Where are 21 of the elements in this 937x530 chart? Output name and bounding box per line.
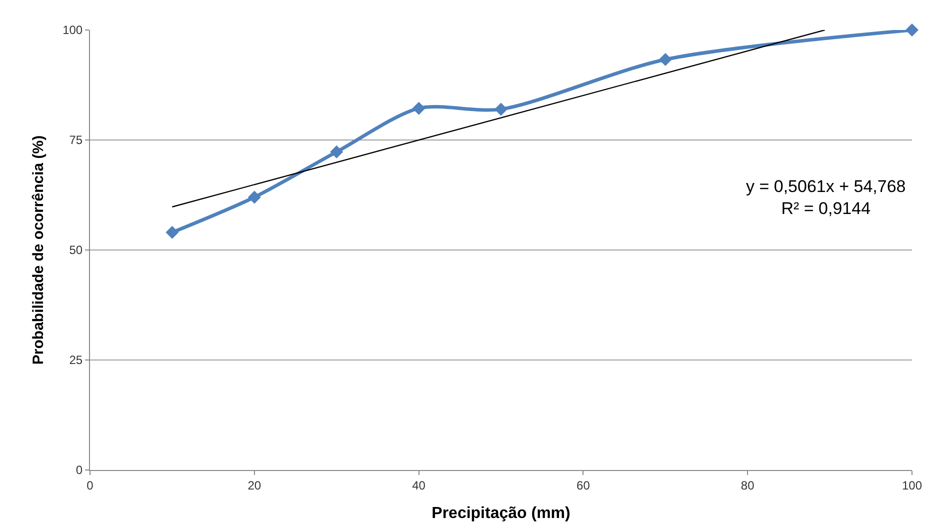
x-axis-title: Precipitação (mm) xyxy=(432,505,570,522)
x-tick-label: 60 xyxy=(576,478,590,492)
y-axis-title: Probabilidade de ocorrência (%) xyxy=(30,135,47,365)
y-tick-label: 50 xyxy=(69,243,83,258)
x-tick-label: 100 xyxy=(902,478,922,492)
annotation: y = 0,5061x + 54,768 R² = 0,9144 xyxy=(746,177,906,218)
x-tick-label: 80 xyxy=(740,478,755,492)
point xyxy=(412,102,426,115)
x-tick-label: 0 xyxy=(86,478,94,492)
x-tick-label: 20 xyxy=(248,478,262,492)
point xyxy=(330,145,344,158)
point xyxy=(166,226,179,239)
x-tick-label: 40 xyxy=(412,478,426,492)
y-tick-label: 100 xyxy=(62,23,83,38)
y-tick-label: 75 xyxy=(69,133,83,148)
point xyxy=(248,190,261,204)
y-tick-label: 25 xyxy=(69,353,83,368)
point xyxy=(494,102,508,116)
point xyxy=(658,52,672,66)
point xyxy=(906,24,918,36)
y-tick-label: 0 xyxy=(76,463,83,478)
